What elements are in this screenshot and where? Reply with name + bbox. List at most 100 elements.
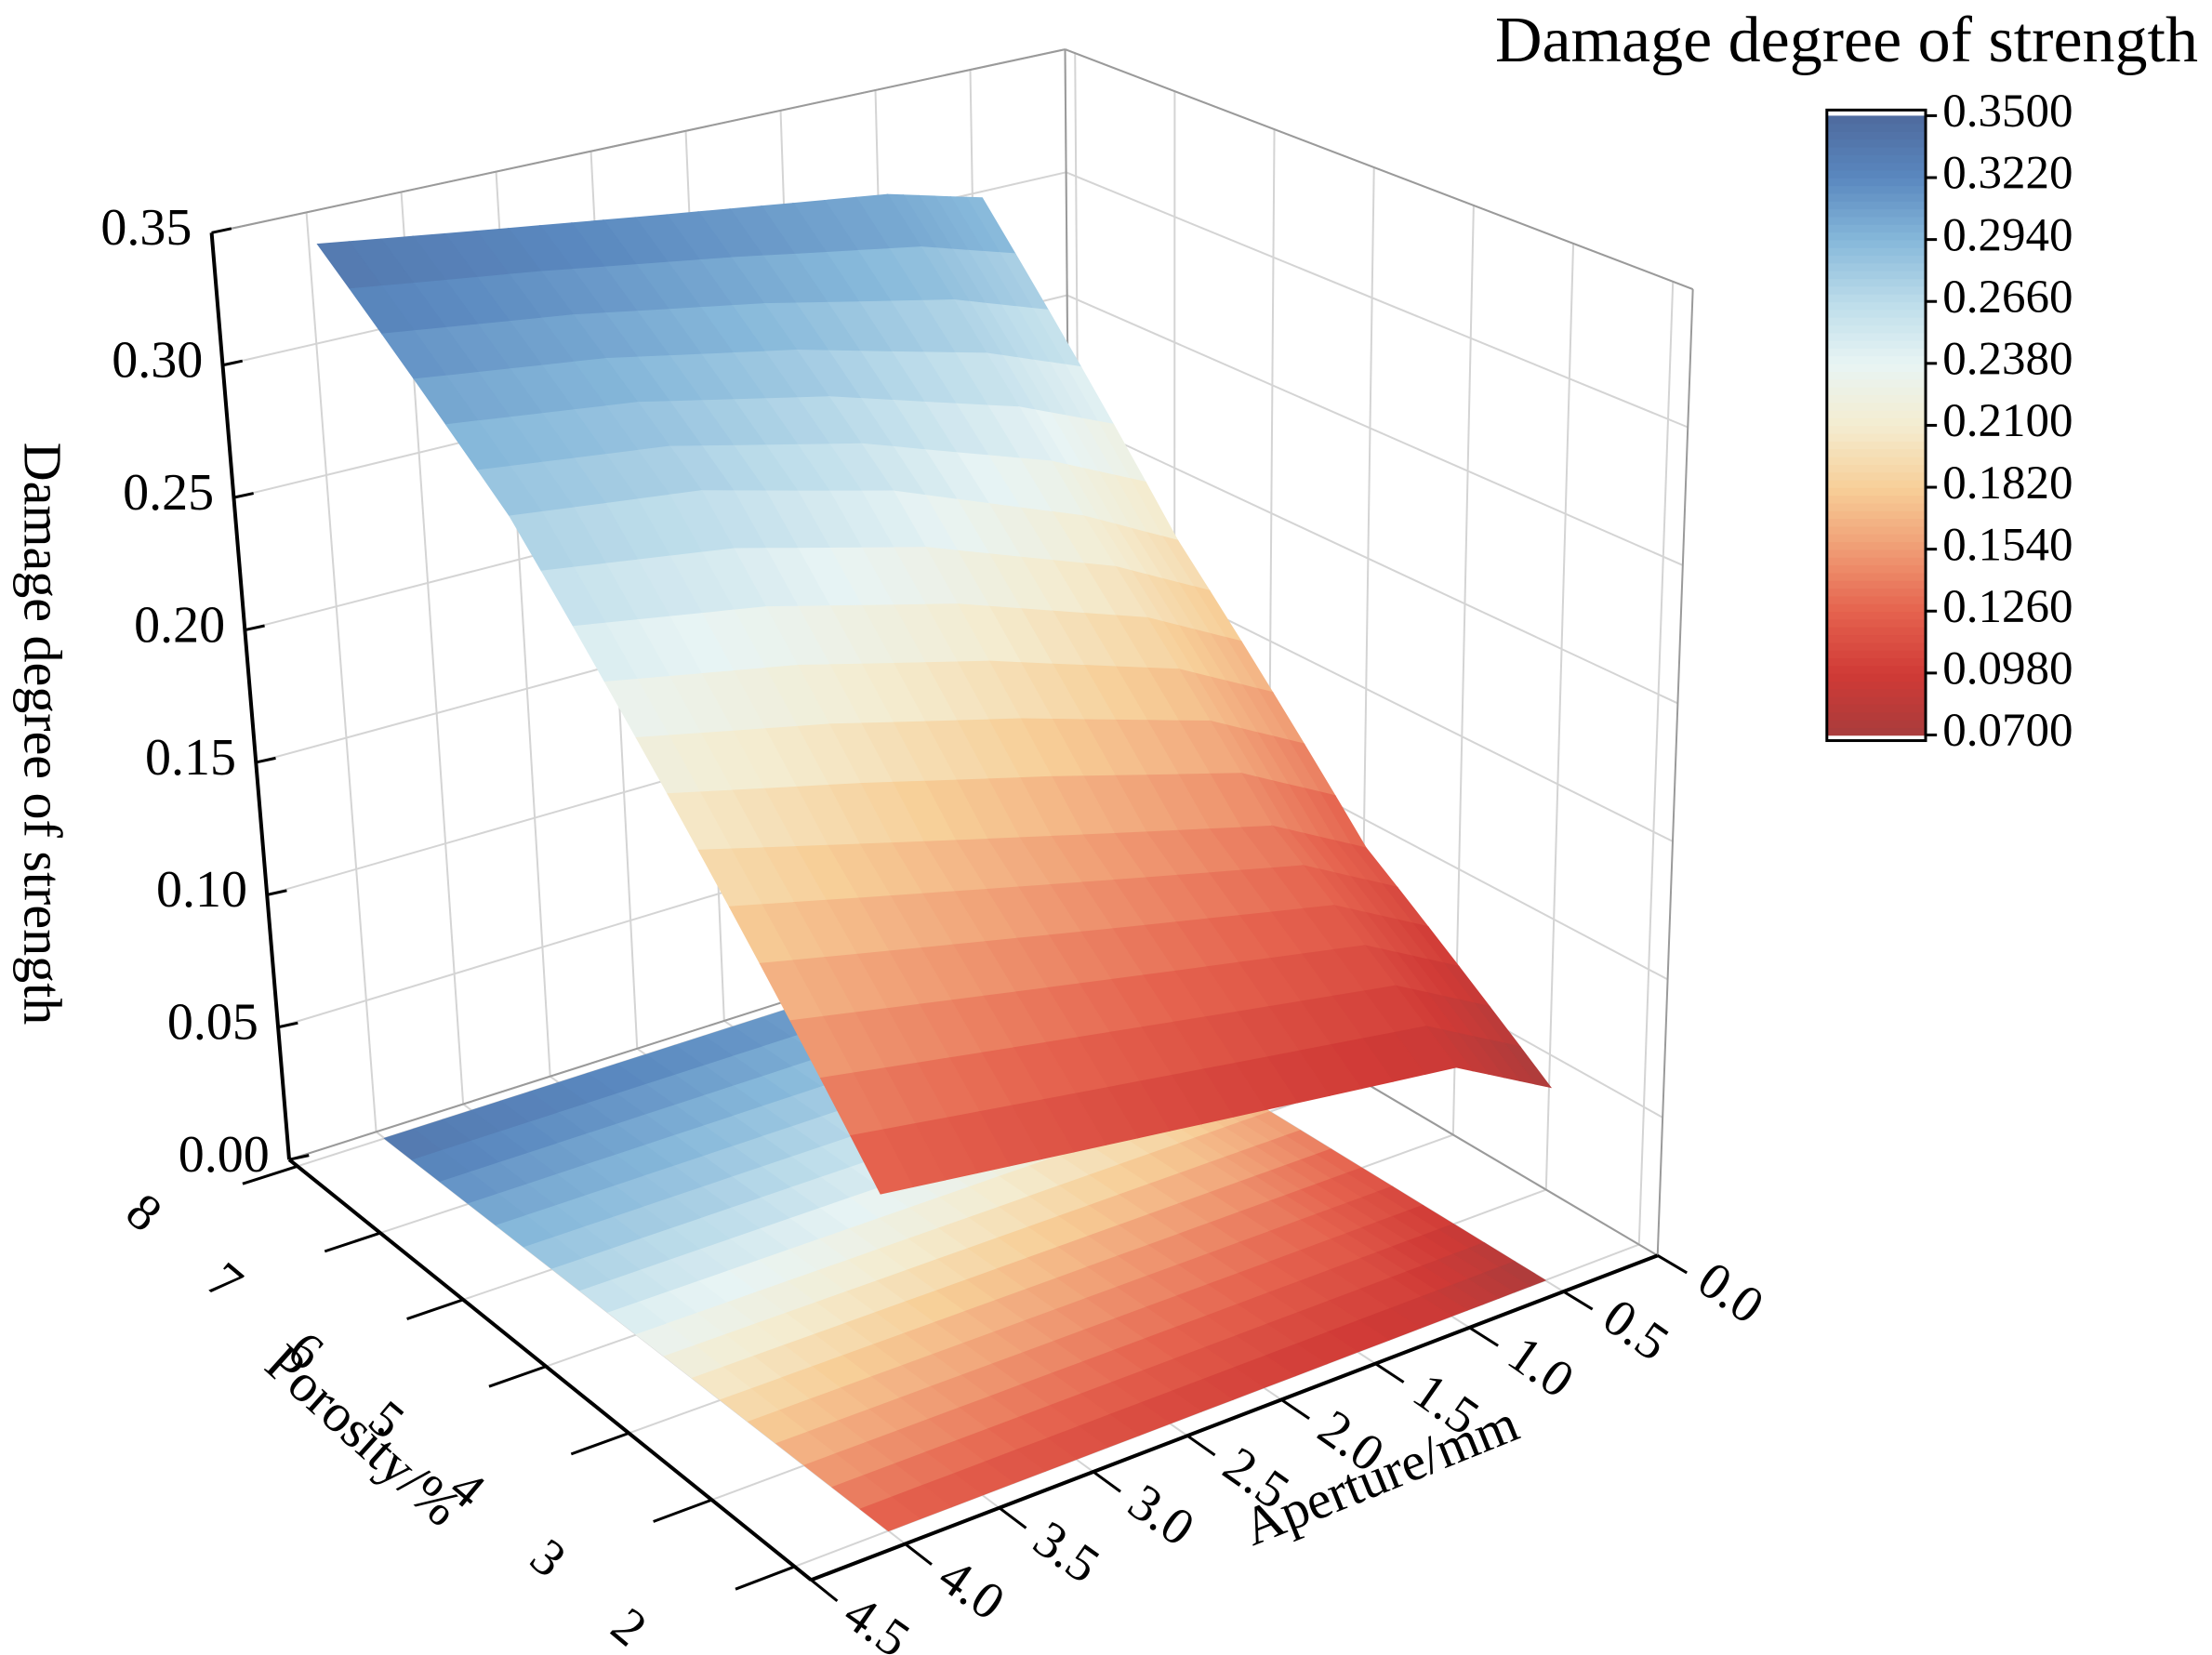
colorbar-strip xyxy=(1826,339,1927,349)
colorbar-strip xyxy=(1826,634,1927,643)
colorbar-strip xyxy=(1826,154,1927,164)
y-tick xyxy=(904,1542,933,1566)
colorbar-strip xyxy=(1826,185,1927,194)
y-tick xyxy=(810,1579,839,1603)
colorbar-strip xyxy=(1826,432,1927,442)
x-axis-line xyxy=(287,1158,813,1582)
colorbar-strip xyxy=(1826,695,1927,705)
colorbar-strip xyxy=(1826,448,1927,457)
y-tick-label: 3.5 xyxy=(1023,1510,1109,1595)
colorbar-tick-label: 0.1260 xyxy=(1942,581,2073,633)
colorbar-strip xyxy=(1826,239,1927,248)
z-tick xyxy=(233,492,254,499)
x-tick xyxy=(242,1164,298,1185)
colorbar-strip xyxy=(1826,556,1927,566)
z-tick xyxy=(255,756,276,764)
wall-grid-line xyxy=(1066,171,1689,429)
colorbar-tick-label: 0.2100 xyxy=(1942,395,2073,447)
x-tick xyxy=(324,1231,381,1253)
colorbar-strip xyxy=(1826,192,1927,202)
x-tick-label: 2 xyxy=(601,1597,657,1655)
y-tick-label: 1.0 xyxy=(1498,1325,1584,1410)
x-tick xyxy=(488,1365,547,1388)
y-tick xyxy=(1186,1434,1216,1457)
box-edge xyxy=(1656,288,1694,1256)
colorbar-strip xyxy=(1826,549,1927,558)
colorbar-strip xyxy=(1826,441,1927,450)
y-tick-label: 4.5 xyxy=(833,1584,920,1655)
z-axis-line xyxy=(209,232,292,1160)
colorbar-strip xyxy=(1826,572,1927,581)
z-tick xyxy=(288,1154,310,1161)
y-tick xyxy=(1092,1470,1121,1493)
colorbar-tick-label: 0.2660 xyxy=(1942,271,2073,324)
surface-cell xyxy=(850,1129,914,1195)
z-tick-label: 0.20 xyxy=(134,596,225,654)
colorbar-strip xyxy=(1826,146,1927,155)
colorbar-strip xyxy=(1826,425,1927,434)
colorbar-strip xyxy=(1826,394,1927,404)
z-tick-label: 0.30 xyxy=(112,332,203,390)
colorbar-strip xyxy=(1826,409,1927,418)
colorbar-strip xyxy=(1826,232,1927,241)
colorbar-strip xyxy=(1826,518,1927,527)
colorbar-strip xyxy=(1826,324,1927,334)
y-tick xyxy=(1656,1254,1688,1275)
y-tick xyxy=(1374,1362,1405,1384)
z-tick-label: 0.15 xyxy=(145,729,236,787)
colorbar-strip xyxy=(1826,131,1927,140)
z-tick xyxy=(211,227,232,234)
colorbar-strip xyxy=(1826,688,1927,697)
colorbar-strip xyxy=(1826,278,1927,287)
z-tick-label: 0.25 xyxy=(123,464,214,522)
x-tick xyxy=(653,1498,712,1523)
colorbar-strip xyxy=(1826,270,1927,280)
x-tick-label: 3 xyxy=(520,1528,576,1589)
colorbar-strip xyxy=(1826,502,1927,511)
colorbar-strip xyxy=(1826,704,1927,713)
colorbar-strip xyxy=(1826,363,1927,372)
colorbar-strip xyxy=(1826,602,1927,613)
z-axis-label: Damage degree of strength xyxy=(13,443,73,1025)
z-tick xyxy=(222,359,244,367)
colorbar-strip xyxy=(1826,487,1927,496)
z-tick xyxy=(245,624,265,632)
colorbar-strip xyxy=(1826,510,1927,520)
colorbar-strip xyxy=(1826,595,1927,604)
colorbar-strip xyxy=(1826,139,1927,148)
y-tick-label: 0.0 xyxy=(1688,1251,1774,1335)
wall-grid-line xyxy=(1066,294,1684,566)
colorbar-strip xyxy=(1826,495,1927,504)
y-tick-label: 0.5 xyxy=(1593,1288,1679,1372)
colorbar-strip xyxy=(1826,456,1927,465)
colorbar-tick-label: 0.2940 xyxy=(1942,209,2073,261)
colorbar-strip xyxy=(1826,727,1927,736)
colorbar-tick-label: 0.2380 xyxy=(1942,334,2073,386)
colorbar-strip xyxy=(1826,618,1927,628)
colorbar-strip xyxy=(1826,564,1927,574)
colorbar-strip xyxy=(1826,162,1927,171)
colorbar-strip xyxy=(1826,208,1927,218)
wall-grid-line xyxy=(1544,243,1575,1190)
colorbar-strip xyxy=(1826,348,1927,357)
colorbar-strip xyxy=(1826,378,1927,388)
colorbar-strip xyxy=(1826,216,1927,225)
colorbar-strip xyxy=(1826,611,1927,620)
y-tick xyxy=(998,1506,1027,1529)
colorbar-strip xyxy=(1826,169,1927,179)
colorbar-strip xyxy=(1826,579,1927,589)
colorbar-strip xyxy=(1826,285,1927,295)
z-tick xyxy=(277,1021,298,1029)
colorbar-strip xyxy=(1826,672,1927,682)
colorbar-strip xyxy=(1826,642,1927,651)
x-tick xyxy=(735,1565,796,1591)
z-tick-label: 0.00 xyxy=(179,1126,270,1184)
z-tick-label: 0.10 xyxy=(156,861,247,919)
y-tick xyxy=(1280,1398,1310,1421)
colorbar-strip xyxy=(1826,588,1927,597)
colorbar-title: Damage degree of strength xyxy=(1495,5,2198,76)
colorbar-strip xyxy=(1826,402,1927,411)
floor-projection-cell xyxy=(859,1496,921,1532)
colorbar-strip xyxy=(1826,178,1927,187)
box-edge xyxy=(211,48,1066,234)
